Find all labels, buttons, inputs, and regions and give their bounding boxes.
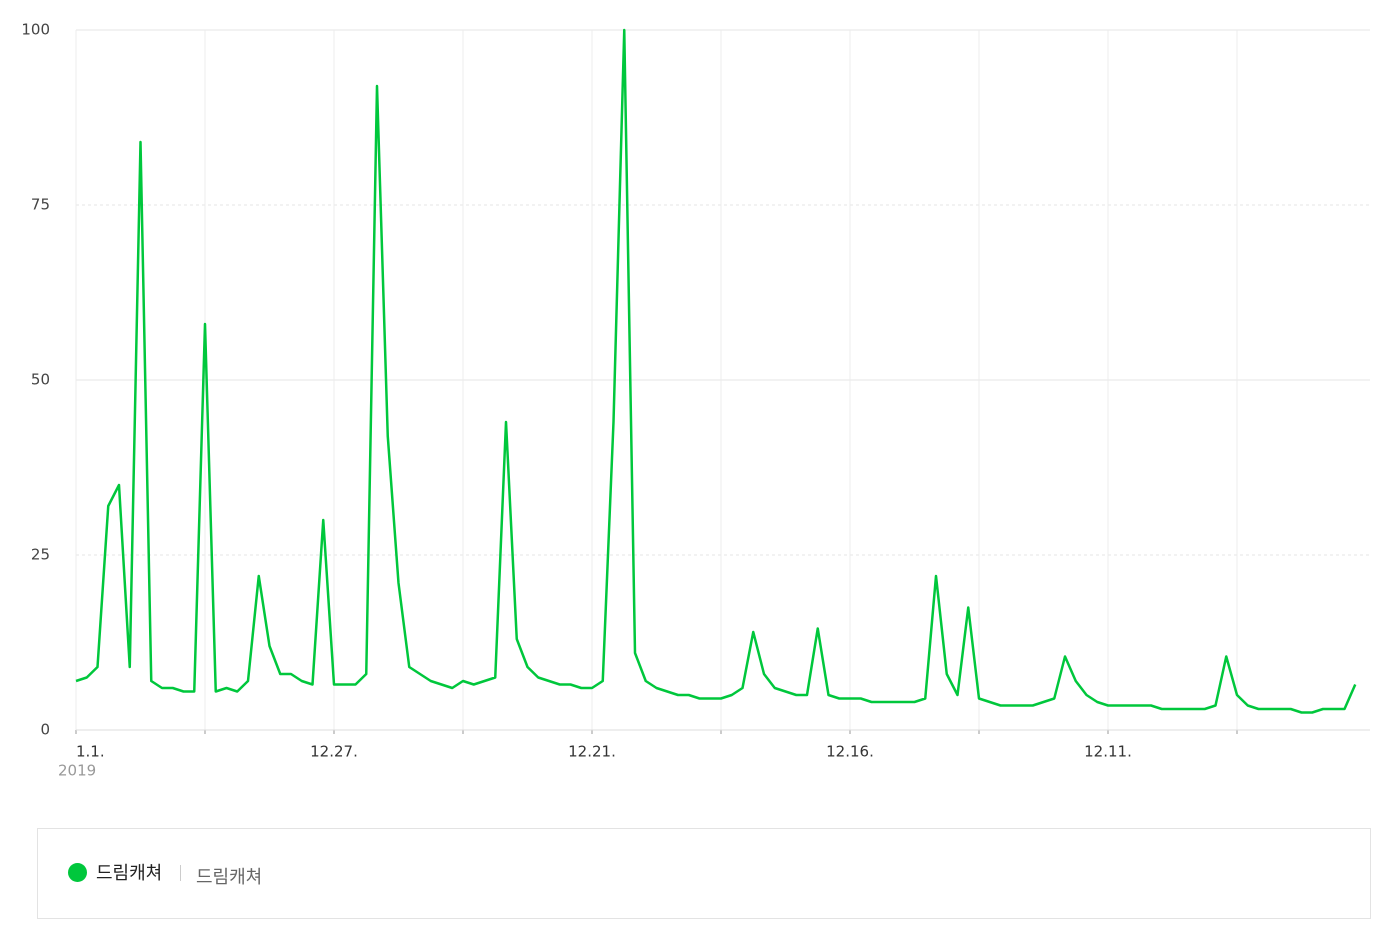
x-sublabel: 2019 xyxy=(58,762,96,780)
legend: 드림캐쳐 드림캐쳐 xyxy=(37,828,1371,919)
y-tick-label: 50 xyxy=(31,371,50,389)
y-tick-label: 25 xyxy=(31,546,50,564)
x-tick-label: 12.21. xyxy=(568,743,616,761)
chart: 0 25 50 75 100 1.1. 12.27. 12.21. 12.16. 12.11. 20… xyxy=(21,21,1370,780)
legend-separator xyxy=(180,865,181,881)
legend-marker xyxy=(68,863,87,882)
y-tick-label: 100 xyxy=(21,21,50,39)
y-tick-label: 75 xyxy=(31,196,50,214)
legend-detail: 드림캐쳐 xyxy=(196,867,263,888)
x-tick-label: 12.11. xyxy=(1084,743,1132,761)
x-tick-label: 12.16. xyxy=(826,743,874,761)
series-line xyxy=(75,28,1357,714)
y-tick-label: 0 xyxy=(40,721,50,739)
legend-label: 드림캐쳐 xyxy=(96,863,163,884)
x-tick-label: 1.1. xyxy=(76,743,105,761)
x-tick-label: 12.27. xyxy=(310,743,358,761)
